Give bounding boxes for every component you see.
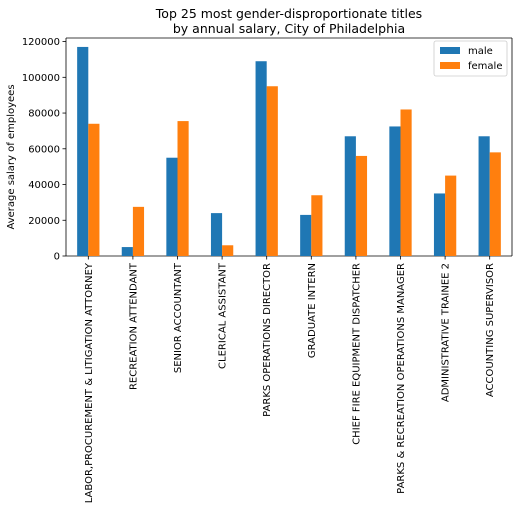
y-axis-label: Average salary of employees <box>6 84 17 229</box>
bar-male <box>255 61 267 256</box>
legend-label-female: female <box>468 61 502 72</box>
legend-swatch-female <box>440 62 460 69</box>
legend: male female <box>433 40 508 77</box>
x-tick-label: CHIEF FIRE EQUIPMENT DISPATCHER <box>351 263 362 445</box>
x-tick-label: LABOR,PROCUREMENT & LITIGATION ATTORNEY <box>84 262 95 503</box>
bar-female <box>132 206 145 256</box>
y-tick-label: 120000 <box>22 37 60 48</box>
bar-female <box>88 123 100 256</box>
bar-male <box>77 46 89 257</box>
y-tick-label: 0 <box>54 252 60 263</box>
bar-male <box>300 214 312 256</box>
plot-area: 0 20000 40000 60000 80000 100000 120000 LABOR,P… <box>22 37 513 503</box>
bar-male <box>344 136 356 256</box>
y-tick-label: 100000 <box>22 73 60 84</box>
bar-male <box>166 157 178 256</box>
x-tick-label: ADMINISTRATIVE TRAINEE 2 <box>441 263 452 402</box>
bar-male <box>478 136 490 256</box>
bar-female <box>222 245 234 256</box>
x-tick-label: RECREATION ATTENDANT <box>128 262 139 390</box>
bar-male <box>210 213 223 256</box>
y-tick-label: 20000 <box>28 216 60 227</box>
chart-title: Top 25 most gender-disproportionate titl… <box>155 6 422 36</box>
bar-female <box>311 195 323 256</box>
bar-female <box>400 109 412 257</box>
bar-male <box>389 126 401 256</box>
bar-female <box>489 152 501 256</box>
legend-label-male: male <box>468 46 493 57</box>
bar-female <box>266 86 278 256</box>
x-tick-label: ACCOUNTING SUPERVISOR <box>485 263 496 397</box>
bar-female <box>445 175 457 256</box>
x-tick-label: PARKS OPERATIONS DIRECTOR <box>262 263 273 417</box>
bar-female <box>177 121 189 256</box>
y-tick-label: 40000 <box>28 180 60 191</box>
y-tick-label: 60000 <box>28 144 60 155</box>
y-tick-label: 80000 <box>28 109 60 120</box>
x-tick-label: CLERICAL ASSISTANT <box>218 262 229 369</box>
bar-male <box>433 193 446 256</box>
x-tick-label: SENIOR ACCOUNTANT <box>173 262 184 373</box>
x-tick-label: PARKS & RECREATION OPERATIONS MANAGER <box>396 263 407 494</box>
bar-female <box>355 155 368 256</box>
legend-swatch-male <box>440 47 460 54</box>
x-tick-label: GRADUATE INTERN <box>307 263 318 358</box>
bar-male <box>121 247 133 256</box>
